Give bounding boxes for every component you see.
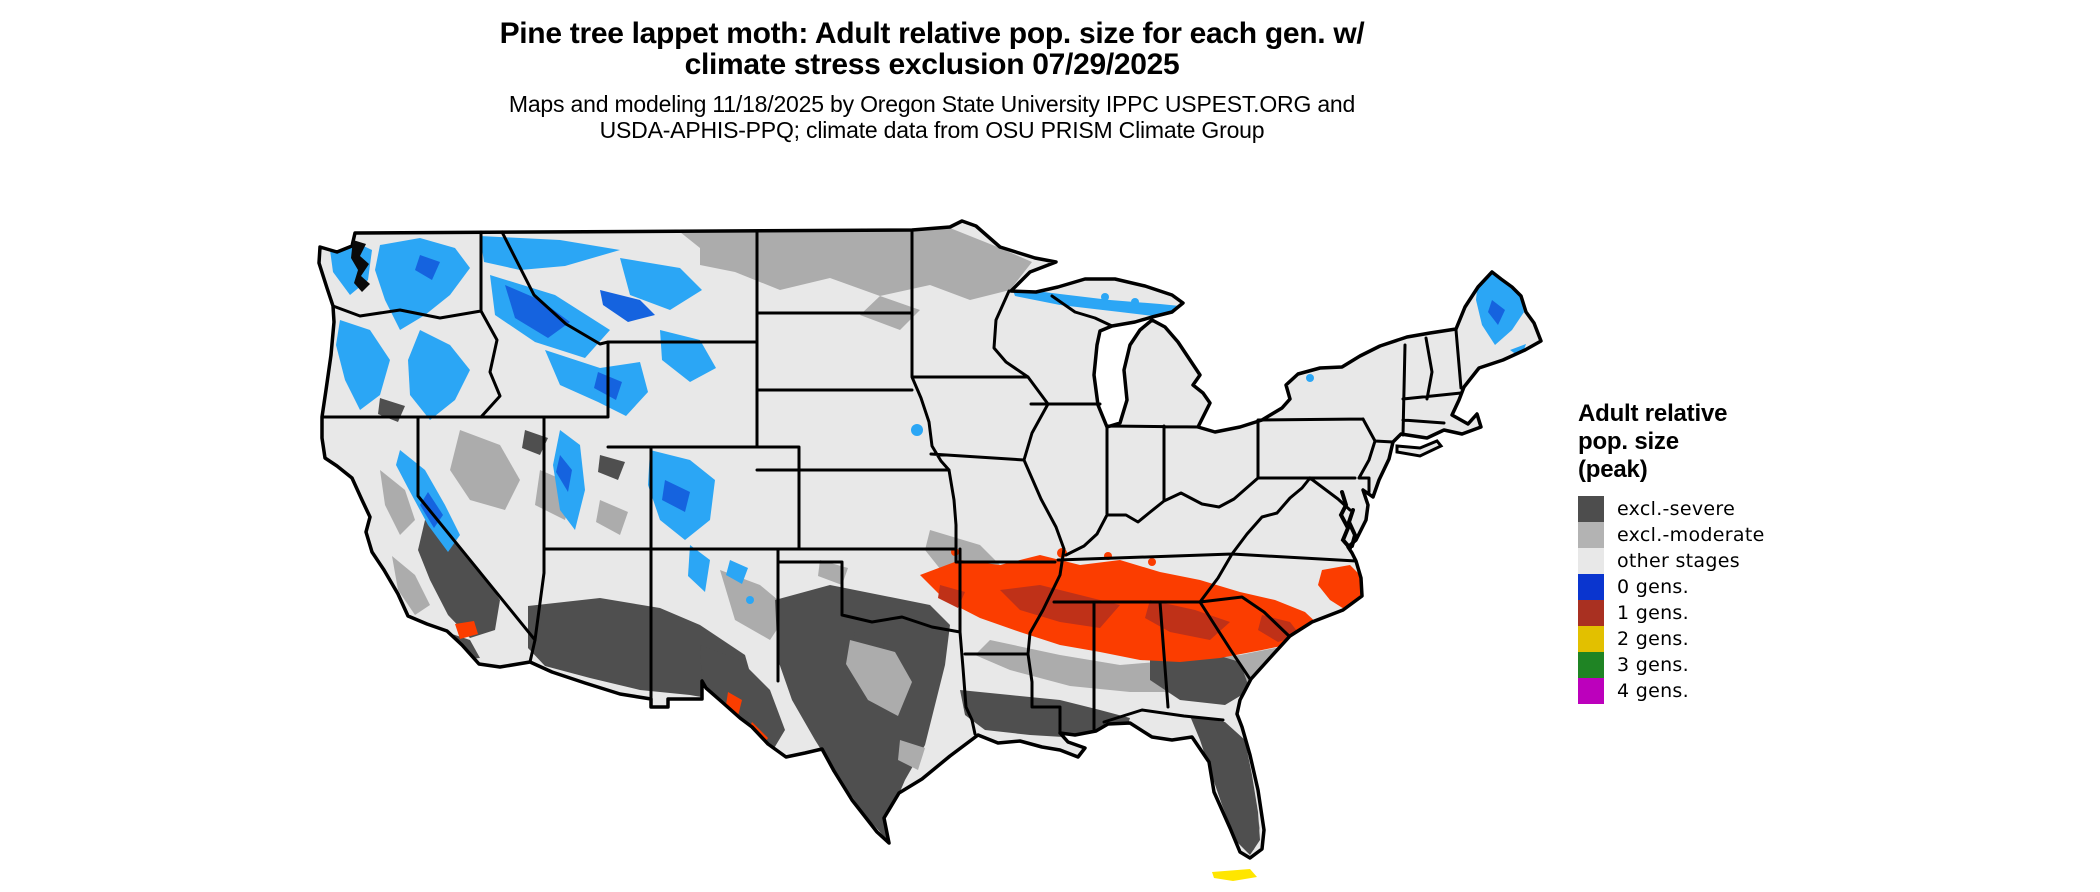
legend-label: excl.-moderate [1617,524,1765,546]
legend-item: excl.-moderate [1578,522,1838,548]
legend-swatch [1578,678,1604,704]
legend-swatch [1578,522,1604,548]
legend-label: 4 gens. [1617,680,1689,702]
legend-label: other stages [1617,550,1740,572]
chesapeake-bay [1338,490,1358,550]
legend-item: excl.-severe [1578,496,1838,522]
legend-title-line2: pop. size [1578,428,1679,455]
figure-subtitle-line2: USDA-APHIS-PPQ; climate data from OSU PR… [599,117,1265,143]
legend-title-line1: Adult relative [1578,400,1728,427]
legend-label: 2 gens. [1617,628,1689,650]
legend-swatch [1578,600,1604,626]
legend-item: other stages [1578,548,1838,574]
figure-subtitle-line1: Maps and modeling 11/18/2025 by Oregon S… [508,91,1356,117]
figure-title-line2: climate stress exclusion 07/29/2025 [684,48,1180,81]
long-island [1395,439,1444,458]
nation-outline [317,219,1543,860]
legend-label: excl.-severe [1617,498,1736,520]
legend-label: 1 gens. [1617,602,1689,624]
legend-swatch [1578,496,1604,522]
florida-keys [1212,869,1257,881]
legend-title-line3: (peak) [1578,456,1648,483]
state-borders [320,230,1463,736]
legend-item: 1 gens. [1578,600,1838,626]
legend-swatch [1578,652,1604,678]
legend-title: Adult relative pop. size (peak) [1578,400,1838,484]
excl-severe-patches [378,398,1262,855]
legend-label: 3 gens. [1617,654,1689,676]
texture-holes [846,640,925,770]
us-choropleth-map [317,219,1543,881]
legend-label: 0 gens. [1617,576,1689,598]
legend-item: 4 gens. [1578,678,1838,704]
gens1-dark-patches [938,585,1300,642]
puget-sound [351,240,370,292]
legend-swatch [1578,574,1604,600]
figure-title-line1: Pine tree lappet moth: Adult relative po… [499,17,1365,50]
figure-subtitle: Maps and modeling 11/18/2025 by Oregon S… [0,91,1864,143]
legend-swatch [1578,548,1604,574]
figure-title: Pine tree lappet moth: Adult relative po… [0,18,1864,80]
legend-swatch [1578,626,1604,652]
gens0-dark-patches [415,255,1505,528]
map-legend: Adult relative pop. size (peak) excl.-se… [1578,400,1838,704]
legend-item: 0 gens. [1578,574,1838,600]
legend-items: excl.-severe excl.-moderate other stages 0 … [1578,496,1838,704]
legend-item: 3 gens. [1578,652,1838,678]
legend-item: 2 gens. [1578,626,1838,652]
us-map-container [240,165,1560,885]
